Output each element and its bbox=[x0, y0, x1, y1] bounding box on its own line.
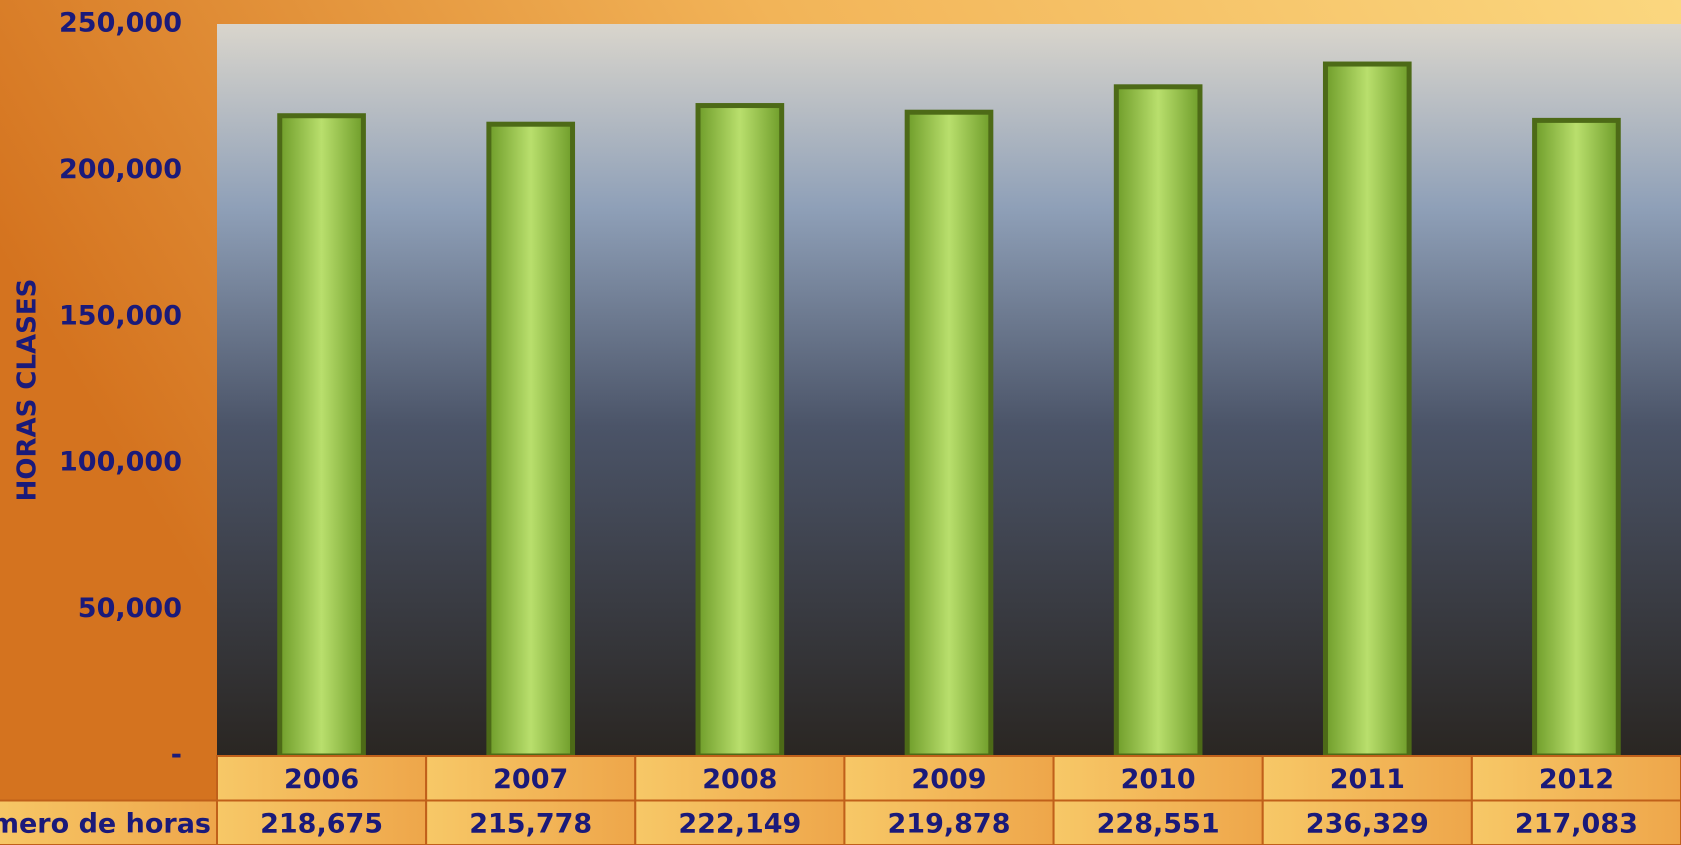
bar bbox=[1116, 87, 1200, 756]
data-label: 215,778 bbox=[469, 808, 592, 839]
x-tick-label: 2009 bbox=[911, 764, 986, 795]
bar bbox=[489, 124, 573, 756]
x-tick-label: 2008 bbox=[702, 764, 777, 795]
bar bbox=[280, 116, 364, 756]
y-tick-label: 200,000 bbox=[59, 154, 182, 185]
data-label: 219,878 bbox=[888, 808, 1011, 839]
x-tick-label: 2012 bbox=[1539, 764, 1614, 795]
y-tick-label: 150,000 bbox=[59, 300, 182, 331]
data-label: 236,329 bbox=[1306, 808, 1429, 839]
x-tick-label: 2010 bbox=[1121, 764, 1196, 795]
bar bbox=[698, 106, 782, 756]
y-tick-label: 250,000 bbox=[59, 8, 182, 39]
y-tick-label: 100,000 bbox=[59, 447, 182, 478]
y-axis-label: HORAS CLASES bbox=[13, 279, 43, 502]
data-label: 228,551 bbox=[1097, 808, 1220, 839]
data-label: 218,675 bbox=[260, 808, 383, 839]
y-tick-label: 50,000 bbox=[78, 593, 182, 624]
x-tick-label: 2007 bbox=[493, 764, 568, 795]
data-label: 217,083 bbox=[1515, 808, 1638, 839]
data-label: 222,149 bbox=[678, 808, 801, 839]
x-tick-label: 2011 bbox=[1330, 764, 1405, 795]
legend-entry: Número de horas bbox=[0, 808, 211, 839]
bar bbox=[1325, 64, 1409, 756]
x-tick-label: 2006 bbox=[284, 764, 359, 795]
bar bbox=[1535, 120, 1619, 756]
bar bbox=[907, 112, 991, 756]
y-tick-label: - bbox=[171, 740, 182, 771]
chart: HORAS CLASES - 50,000 100,000 150,000 200,00… bbox=[0, 0, 1681, 845]
